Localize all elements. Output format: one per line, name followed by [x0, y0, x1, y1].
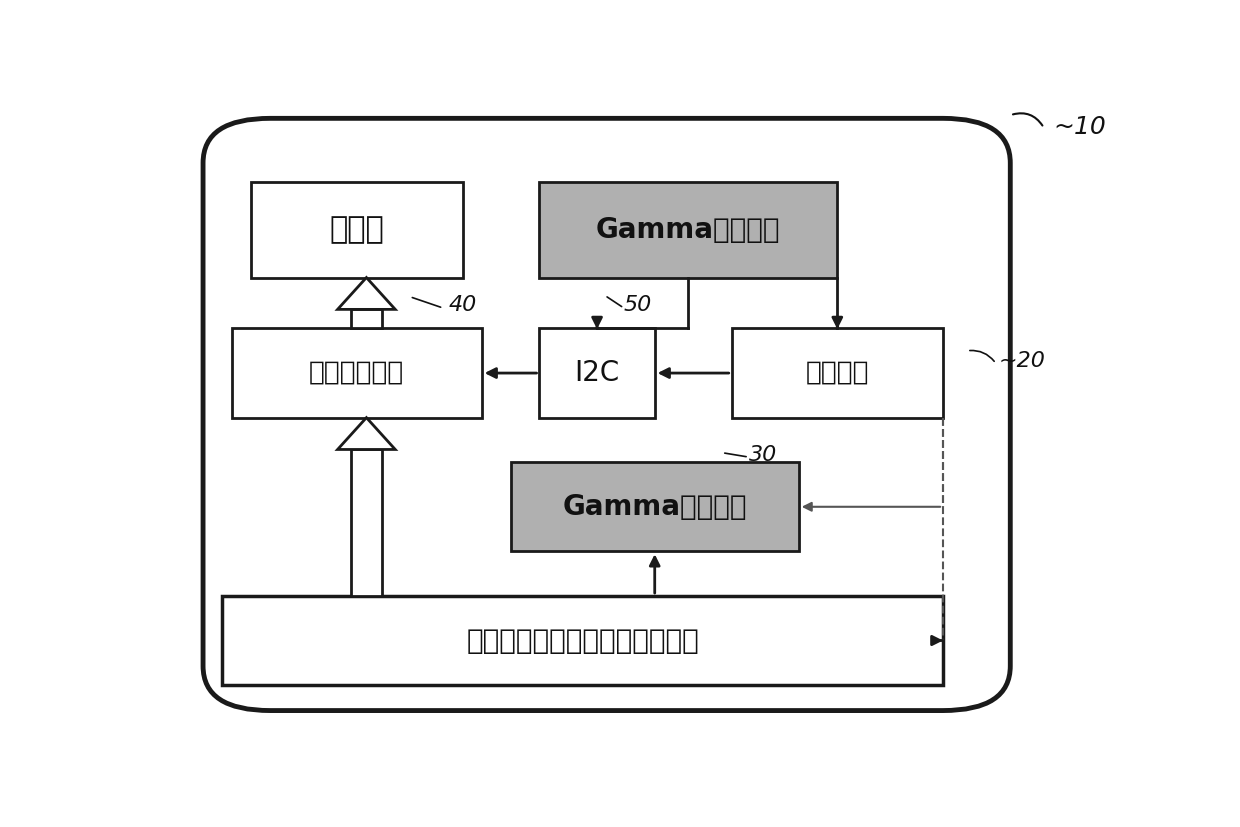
FancyBboxPatch shape: [203, 118, 1011, 710]
Polygon shape: [351, 450, 382, 596]
Text: 40: 40: [448, 294, 476, 314]
FancyBboxPatch shape: [539, 328, 655, 418]
FancyBboxPatch shape: [250, 182, 463, 278]
Text: 其他数据处理与辅助系统及接口: 其他数据处理与辅助系统及接口: [466, 627, 699, 654]
Polygon shape: [337, 418, 396, 450]
FancyBboxPatch shape: [732, 328, 942, 418]
FancyBboxPatch shape: [511, 462, 799, 552]
Polygon shape: [351, 309, 382, 328]
Text: Gamma设置接口: Gamma设置接口: [596, 216, 781, 244]
Text: ~10: ~10: [1054, 115, 1106, 139]
Text: 寻址信号模块: 寻址信号模块: [309, 360, 404, 386]
FancyBboxPatch shape: [539, 182, 837, 278]
Text: Gamma存储空间: Gamma存储空间: [563, 493, 746, 521]
Text: 光学头: 光学头: [330, 215, 384, 244]
Text: 30: 30: [749, 445, 777, 465]
Polygon shape: [337, 278, 396, 309]
Text: ~20: ~20: [998, 351, 1045, 370]
Text: I2C: I2C: [574, 359, 620, 387]
FancyBboxPatch shape: [232, 328, 481, 418]
Text: 50: 50: [624, 294, 652, 314]
FancyBboxPatch shape: [222, 596, 944, 685]
Text: 控制系统: 控制系统: [806, 360, 869, 386]
